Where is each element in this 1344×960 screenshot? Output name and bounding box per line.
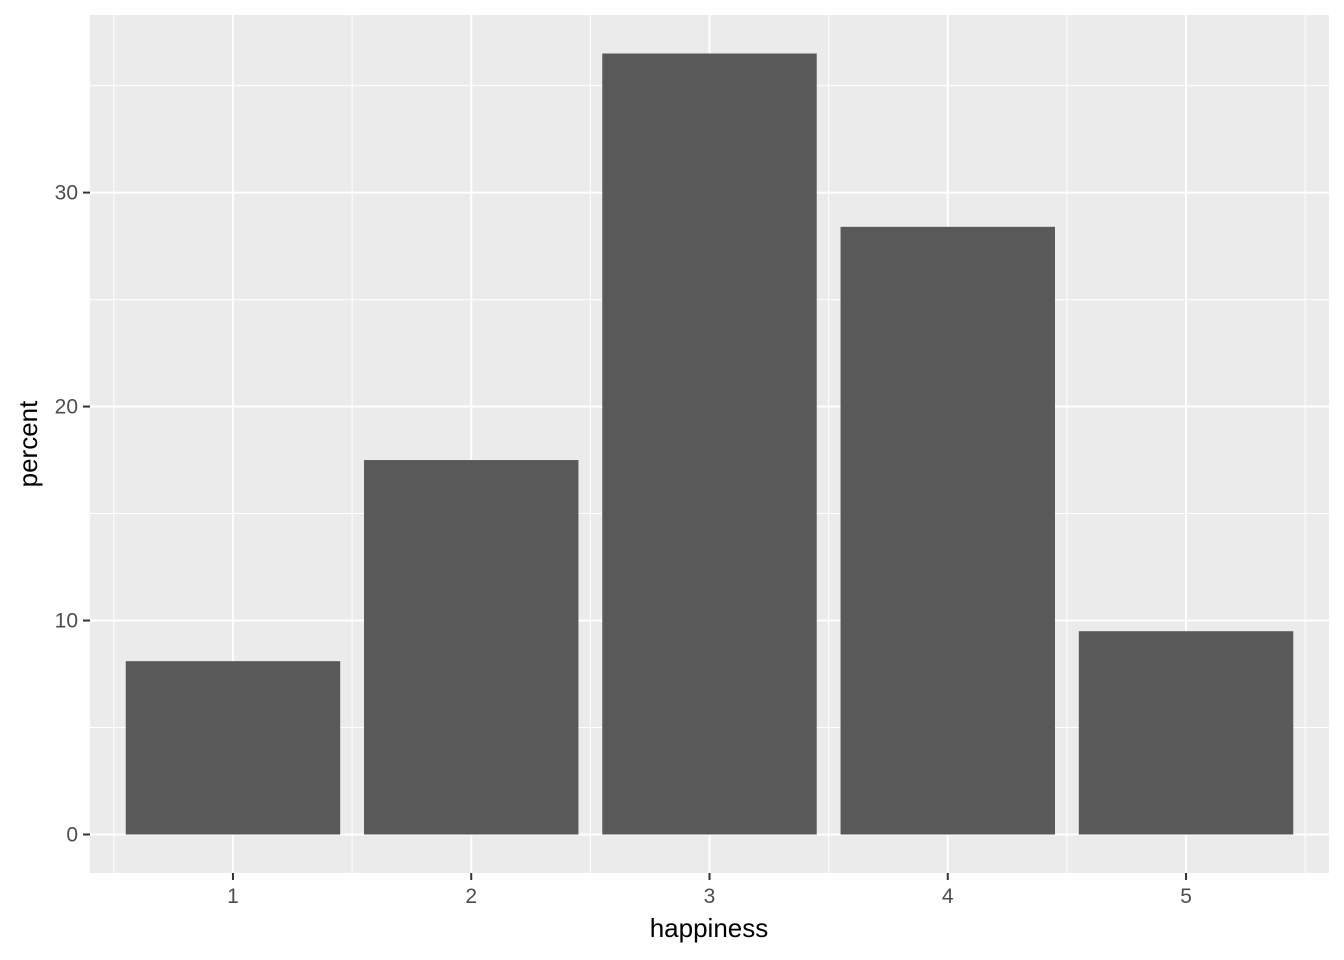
y-tick-label: 30	[55, 182, 78, 205]
y-tick-label: 20	[55, 396, 78, 419]
bar-1	[125, 661, 341, 835]
bars	[125, 53, 1294, 835]
x-tick-label: 5	[1180, 885, 1192, 908]
y-tick-label: 0	[66, 823, 78, 846]
bar-3	[602, 53, 817, 835]
x-axis-title: happiness	[650, 913, 769, 943]
x-tick-label: 4	[942, 885, 954, 908]
bar-2	[364, 460, 579, 835]
x-tick-label: 3	[704, 885, 716, 908]
bar-5	[1078, 631, 1294, 835]
y-axis-title: percent	[13, 400, 43, 487]
bar-4	[840, 226, 1055, 835]
y-axis: 0 10 20 30	[55, 182, 90, 846]
y-tick-label: 10	[55, 610, 78, 633]
x-tick-label: 2	[465, 885, 477, 908]
x-tick-label: 1	[227, 885, 239, 908]
x-axis: 1 2 3 4 5	[227, 873, 1192, 908]
